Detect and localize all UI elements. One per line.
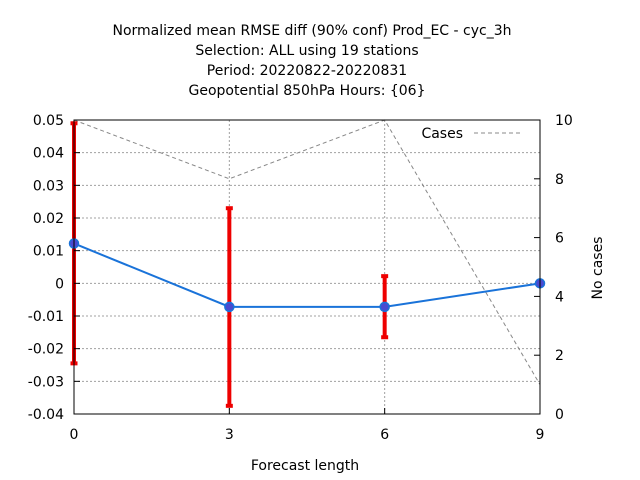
chart-title: Normalized mean RMSE diff (90% conf) Pro…: [113, 23, 512, 99]
data-point: [379, 301, 390, 313]
title-line-4: Geopotential 850hPa Hours: {06}: [188, 83, 425, 99]
legend: Cases: [421, 126, 522, 142]
x-tick-label: 3: [225, 427, 234, 443]
series-polyline: [73, 242, 541, 308]
title-line-1: Normalized mean RMSE diff (90% conf) Pro…: [113, 23, 512, 39]
y-tick-label: -0.03: [28, 374, 64, 390]
y-tick-label: 0: [55, 276, 64, 292]
title-line-3: Period: 20220822-20220831: [207, 63, 407, 79]
axis-ticks: 0.05 0.04 0.03 0.02 0.01 0 -0.01 -0.02 -0.03 -0.0…: [28, 113, 573, 443]
x-axis-label: Forecast length: [251, 458, 359, 474]
series-line: [73, 242, 541, 308]
y2-tick-label: 4: [555, 289, 564, 305]
cases-polyline: [73, 119, 541, 385]
y2-tick-label: 10: [555, 113, 573, 129]
y-tick-label: -0.04: [28, 407, 64, 423]
y-tick-label: 0.04: [33, 146, 64, 162]
y2-tick-label: 0: [555, 407, 564, 423]
y-tick-label: 0.01: [33, 244, 64, 260]
cases-line: [73, 119, 541, 385]
y2-tick-label: 2: [555, 348, 564, 364]
x-tick-label: 0: [70, 427, 79, 443]
plot-frame: [73, 119, 541, 415]
y2-axis-label: No cases: [590, 237, 606, 300]
grid: [74, 120, 540, 414]
title-line-2: Selection: ALL using 19 stations: [195, 43, 418, 59]
y-tick-label: -0.01: [28, 309, 64, 325]
data-point: [224, 301, 235, 313]
y-tick-label: 0.02: [33, 211, 64, 227]
legend-label-cases: Cases: [421, 126, 463, 142]
data-points: [68, 238, 546, 313]
y2-tick-label: 8: [555, 172, 564, 188]
x-tick-label: 9: [536, 427, 545, 443]
y2-tick-label: 6: [555, 231, 564, 247]
x-tick-label: 6: [380, 427, 389, 443]
y-tick-label: -0.02: [28, 342, 64, 358]
y-tick-label: 0.03: [33, 178, 64, 194]
y-tick-label: 0.05: [33, 113, 64, 129]
